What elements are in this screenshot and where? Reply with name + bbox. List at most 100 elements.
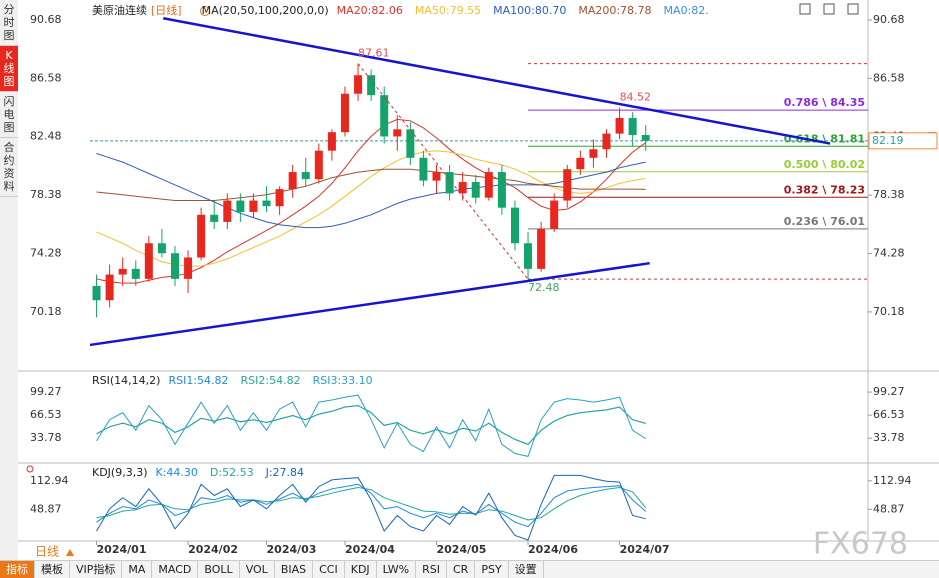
candle-body	[641, 135, 650, 141]
fib-label: 0.382 \ 78.23	[784, 183, 865, 196]
candle-body	[249, 200, 258, 212]
legend-entry: D:52.53	[210, 466, 254, 479]
candle-body	[314, 150, 323, 180]
chart-subtitle: [日线]	[151, 3, 182, 17]
y-tick-label: 86.58	[873, 71, 905, 84]
candle-body	[471, 182, 480, 198]
toolbar-button[interactable]: VIP指标	[70, 561, 123, 578]
x-tick-label: 2024/04	[345, 543, 395, 556]
y-tick-label: 82.48	[30, 130, 62, 143]
sidebar-tab[interactable]: 分时图	[0, 0, 18, 46]
y-tick-label: 90.68	[30, 13, 62, 26]
candle-body	[105, 274, 114, 301]
watermark: FX678	[813, 527, 908, 561]
y-tick-label: 33.78	[873, 431, 905, 444]
toolbar-button[interactable]: CR	[447, 561, 476, 578]
toolbar-button[interactable]: PSY	[475, 561, 509, 578]
indicator-title: RSI(14,14,2)	[92, 374, 160, 387]
toolbar-button[interactable]: CCI	[313, 561, 345, 578]
candle-body	[628, 117, 637, 136]
candle-body	[458, 182, 467, 194]
candle-body	[406, 129, 415, 158]
y-tick-label: 112.94	[873, 474, 912, 487]
y-tick-label: 99.27	[873, 385, 905, 398]
toolbar-button[interactable]: MACD	[152, 561, 199, 578]
indicator-title: KDJ(9,3,3)	[92, 466, 148, 479]
current-price-box	[868, 132, 938, 150]
candle-body	[327, 132, 336, 151]
x-tick-label: 2024/01	[97, 543, 147, 556]
series-line	[96, 483, 647, 528]
candle-body	[223, 200, 232, 222]
chart: 日线 FX678 90.6890.6886.5886.5882.4882.487…	[18, 0, 939, 561]
series-line	[96, 153, 646, 229]
candle-body	[184, 257, 193, 279]
candle-body	[262, 200, 271, 207]
y-tick-label: 66.53	[30, 408, 62, 421]
swing-line	[357, 63, 529, 280]
toolbar-button[interactable]: 设置	[509, 561, 544, 578]
toolbar-button[interactable]: VOL	[240, 561, 275, 578]
series-line	[96, 405, 646, 445]
price-annotation: 72.48	[528, 281, 560, 294]
current-price-label: 82.19	[872, 134, 904, 147]
y-tick-label: 99.27	[30, 385, 62, 398]
trendline	[89, 261, 650, 347]
trendline	[162, 17, 831, 145]
ma-title: MA(20,50,100,200,0,0)	[202, 4, 329, 17]
legend-entry: RSI3:33.10	[313, 374, 373, 387]
toolbar-button[interactable]: RSI	[416, 561, 447, 578]
candle-body	[92, 285, 101, 301]
candle-body	[563, 169, 572, 201]
candle-body	[236, 200, 245, 212]
add-icon[interactable]	[200, 6, 210, 16]
sidebar-tab[interactable]: 闪电图	[0, 92, 18, 138]
series-line	[96, 168, 646, 201]
y-tick-label: 112.94	[30, 474, 69, 487]
x-tick-label: 2024/07	[620, 543, 670, 556]
candle-body	[340, 93, 349, 133]
fib-label: 0.618 \ 81.81	[784, 132, 865, 145]
legend-entry: MA200:78.78	[578, 4, 651, 17]
candle-body	[445, 172, 454, 194]
candle-body	[497, 172, 506, 208]
fib-label: 0.236 \ 76.01	[784, 215, 865, 228]
y-tick-label: 74.28	[30, 247, 62, 260]
y-tick-label: 74.28	[873, 247, 905, 260]
candle-body	[576, 157, 585, 170]
candle-body	[288, 172, 297, 190]
y-tick-label: 86.58	[30, 71, 62, 84]
series-line	[96, 486, 647, 521]
y-tick-label: 33.78	[30, 431, 62, 444]
x-tick-label: 2024/03	[267, 543, 317, 556]
candle-body	[615, 117, 624, 134]
legend-entry: RSI2:54.82	[241, 374, 301, 387]
legend-entry: RSI1:54.82	[168, 374, 228, 387]
toolbar-button[interactable]: MA	[122, 561, 153, 578]
y-tick-label: 70.18	[30, 305, 62, 318]
candle-body	[354, 75, 363, 94]
toolbar-button[interactable]: KDJ	[345, 561, 377, 578]
toolbar-button[interactable]: 指标	[0, 561, 35, 578]
candle-body	[170, 253, 179, 279]
settings-icon[interactable]	[26, 465, 34, 473]
candle-body	[589, 149, 598, 158]
timeframe-arrow[interactable]	[66, 549, 74, 556]
toolbar-button[interactable]: LW%	[377, 561, 417, 578]
toolbar-button[interactable]: 模板	[35, 561, 70, 578]
candle-body	[367, 75, 376, 96]
candle-body	[197, 214, 206, 258]
toolbar-button[interactable]: BIAS	[275, 561, 314, 578]
legend-entry: MA20:82.06	[337, 4, 403, 17]
y-tick-label: 78.38	[873, 188, 905, 201]
candle-body	[550, 200, 559, 230]
fib-label: 0.786 \ 84.35	[784, 96, 865, 109]
toolbar-button[interactable]: BOLL	[198, 561, 240, 578]
timeframe[interactable]: 日线	[35, 545, 59, 559]
x-tick-label: 2024/05	[437, 543, 487, 556]
sidebar-tab[interactable]: 合约资料	[0, 138, 18, 197]
candle-body	[131, 268, 140, 279]
toolbar: 指标 模板 VIP指标 MA MACD BOLL VOL BIAS CCI KDJ LW% RSI CR…	[0, 560, 939, 578]
